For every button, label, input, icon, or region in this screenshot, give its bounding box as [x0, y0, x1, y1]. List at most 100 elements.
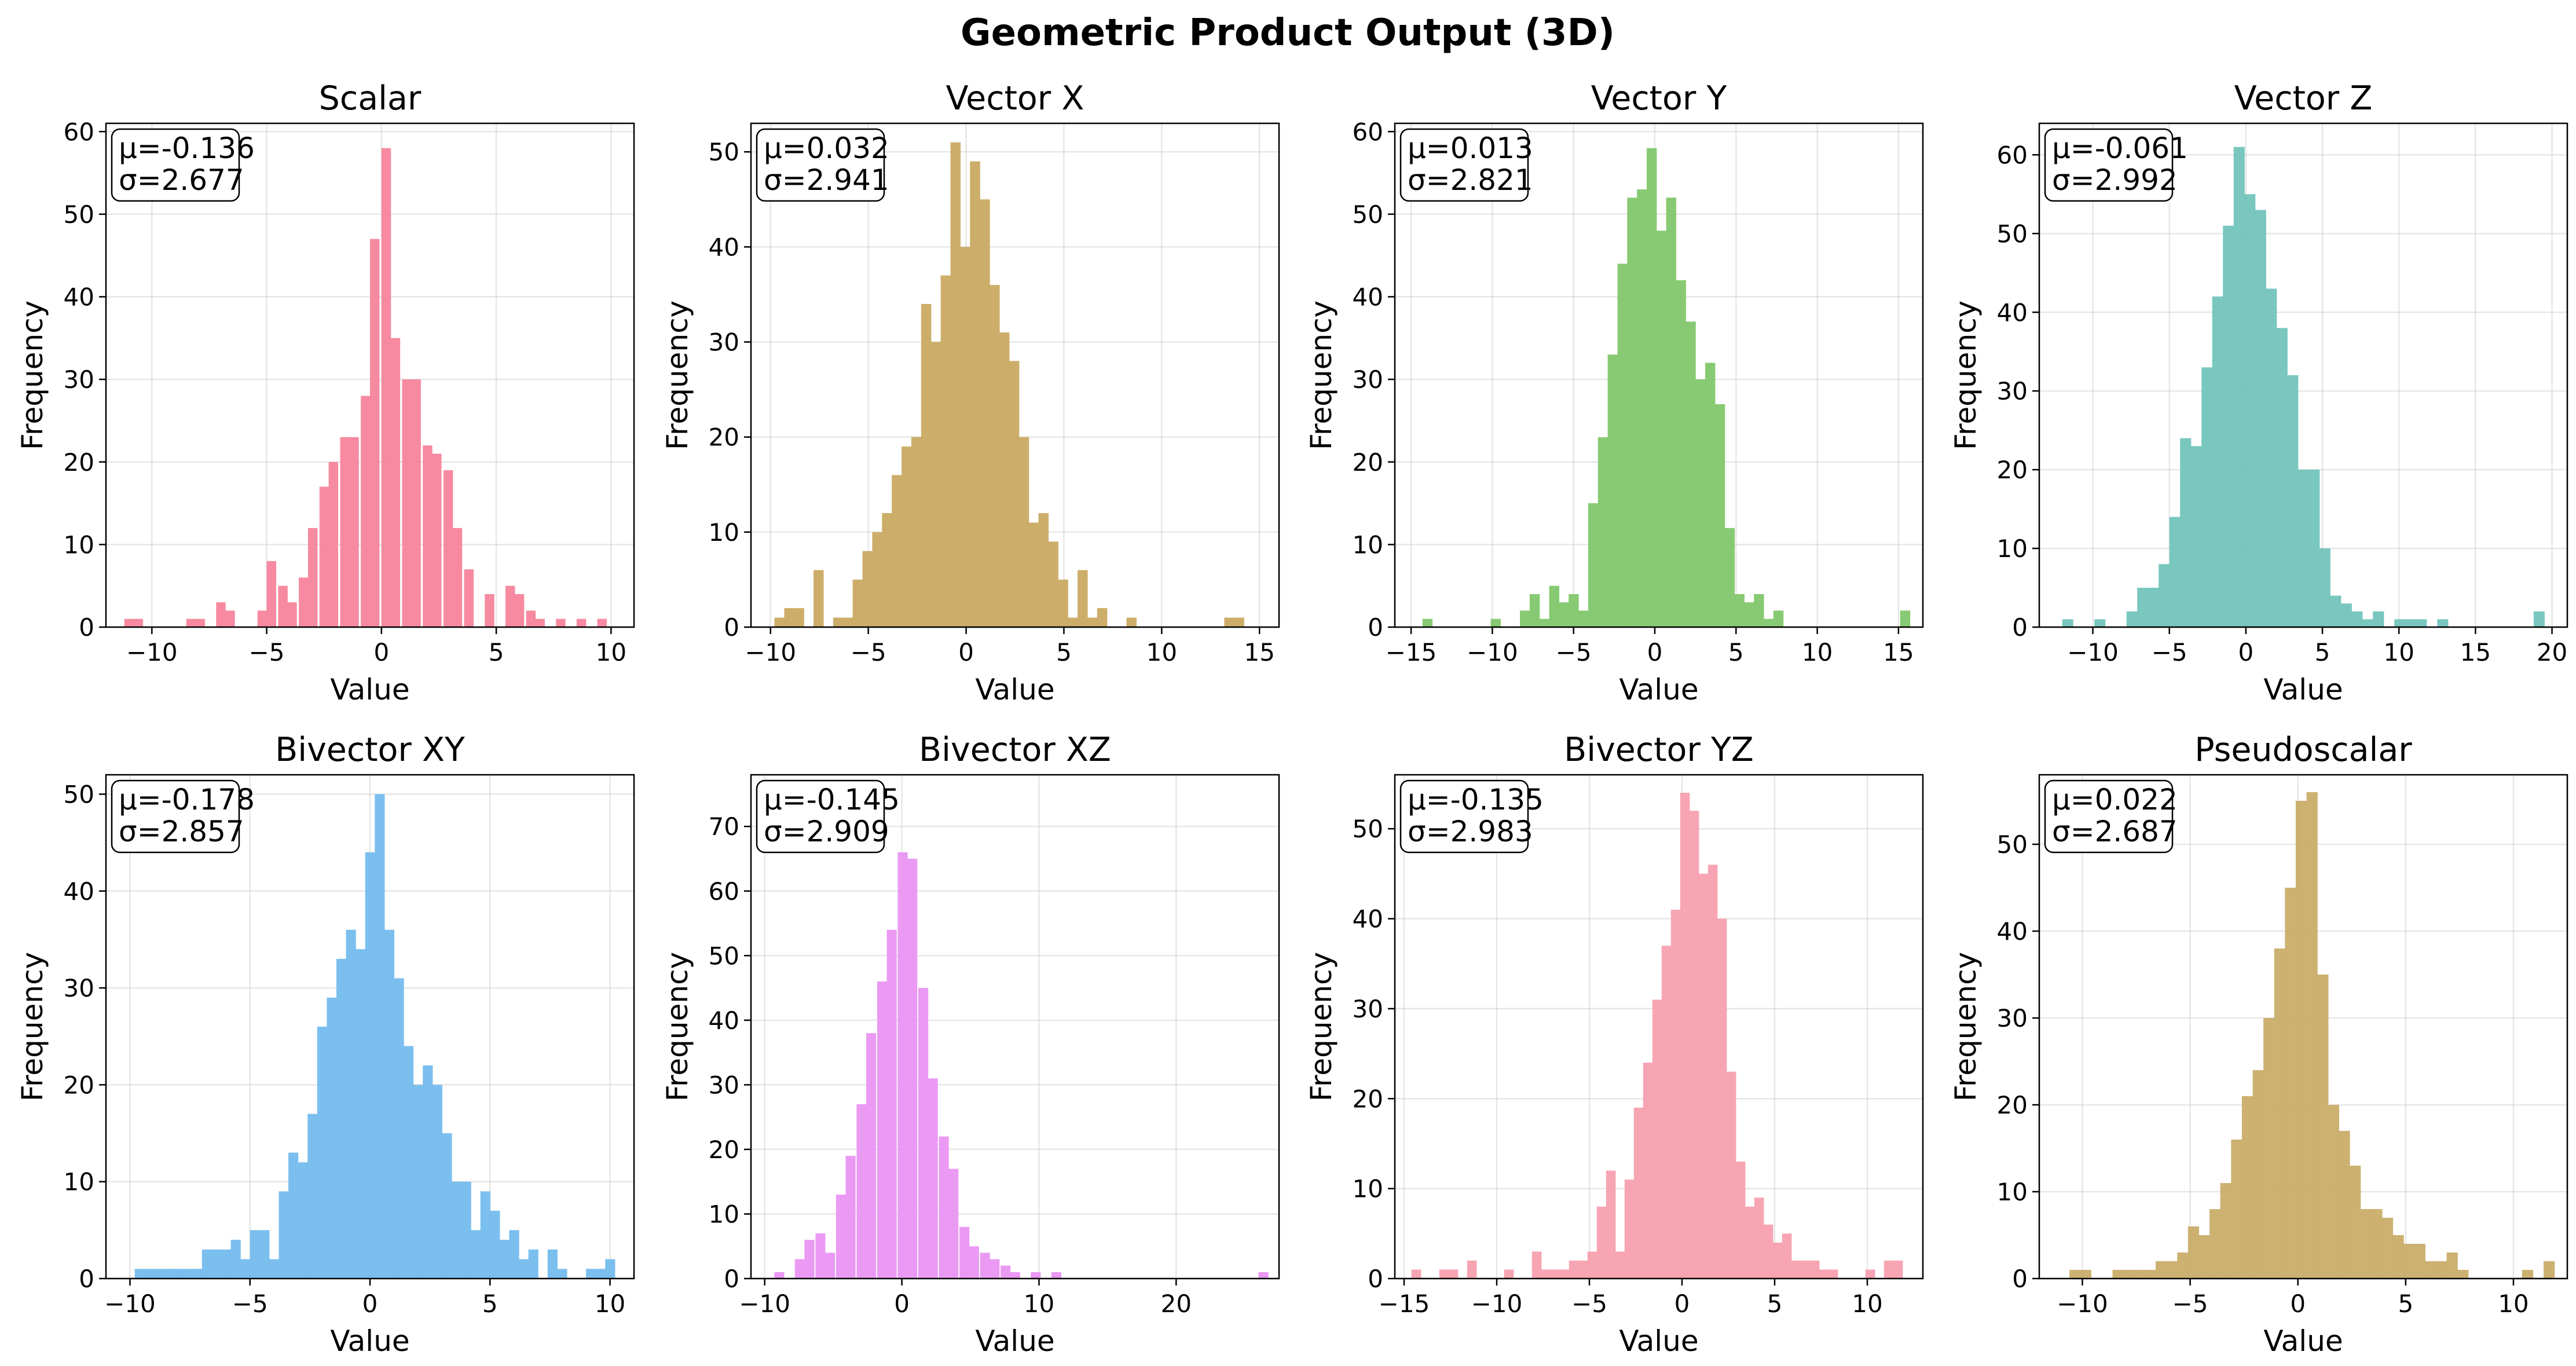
histogram-bar	[1726, 1071, 1736, 1279]
stats-sigma: σ=2.677	[119, 163, 244, 197]
histogram-bar	[999, 332, 1010, 627]
stats-sigma: σ=2.983	[1408, 815, 1533, 848]
histogram-bar	[381, 148, 391, 628]
histogram-bar	[2274, 948, 2285, 1279]
x-axis-label: Value	[2263, 1324, 2343, 1358]
histogram-bar	[1763, 618, 1774, 627]
histogram-bar	[186, 618, 196, 627]
stats-sigma: σ=2.821	[1408, 163, 1533, 197]
histogram-bar	[287, 602, 297, 627]
histogram-bar	[1559, 602, 1569, 627]
histogram-bar	[402, 379, 412, 627]
histogram-bar	[1234, 617, 1244, 627]
stats-mean: μ=-0.145	[764, 783, 900, 816]
x-tick-label: 20	[1161, 1290, 1192, 1318]
x-tick-label: 10	[1146, 638, 1177, 666]
histogram-bar	[1661, 946, 1672, 1279]
histogram-bar	[2263, 1018, 2275, 1279]
histogram-bar	[1569, 1260, 1579, 1279]
y-tick-label: 30	[64, 365, 94, 394]
histogram-bar	[856, 1104, 867, 1279]
histogram-bar	[1773, 610, 1784, 627]
x-tick-label: −10	[1471, 1290, 1523, 1318]
histogram-bar	[2198, 1235, 2210, 1279]
histogram-bar	[814, 570, 824, 627]
histogram-bar	[451, 1181, 462, 1279]
histogram-panel: −10 −5 0 5 10 0 10 20 30 40 50 Pseudoscalar Value Fre…	[1949, 731, 2568, 1358]
histogram-bar	[1031, 1272, 1041, 1279]
histogram-panel: −10 −5 0 5 10 0 10 20 30 40 50 60 Scalar Value Frequen…	[16, 79, 635, 706]
y-tick-label: 0	[79, 613, 94, 642]
histogram-bar	[1448, 1269, 1459, 1279]
y-tick-label: 50	[64, 200, 94, 229]
histogram-bar	[1541, 1269, 1551, 1279]
histogram-bar	[1828, 1269, 1838, 1279]
histogram-bar	[1772, 1242, 1783, 1279]
stats-sigma: σ=2.687	[2052, 815, 2178, 848]
histogram-bar	[1744, 602, 1754, 627]
stats-box	[1399, 128, 1529, 202]
histogram-bar	[1010, 1272, 1020, 1279]
y-tick-label: 60	[1997, 141, 2028, 169]
y-tick-label: 40	[1997, 917, 2028, 946]
histogram-bar	[349, 437, 359, 627]
histogram-bar	[490, 1210, 500, 1279]
histogram-bar	[2212, 296, 2223, 627]
histogram-bar	[307, 528, 318, 627]
histogram-bar	[2123, 1270, 2135, 1279]
x-tick-label: 15	[2460, 638, 2491, 666]
histogram-bar	[2255, 210, 2266, 627]
x-tick-label: 5	[489, 638, 504, 666]
y-tick-label: 30	[1997, 1004, 2028, 1032]
histogram-bar	[1578, 1260, 1588, 1279]
histogram-bar	[153, 1269, 164, 1279]
histogram-bar	[1126, 617, 1137, 627]
y-tick-label: 30	[1997, 377, 2028, 405]
y-tick-label: 10	[1997, 1178, 2028, 1206]
histogram-bar	[1490, 618, 1501, 627]
histogram-bar	[1529, 594, 1540, 627]
histogram-bar	[2308, 470, 2320, 627]
histogram-bar	[2126, 611, 2138, 627]
stats-mean: μ=-0.061	[2052, 131, 2188, 165]
x-tick-label: 5	[1728, 638, 1744, 666]
histogram-bar	[892, 475, 902, 627]
histogram-bar	[2435, 1261, 2447, 1279]
histogram-bar	[269, 1259, 280, 1279]
panel-title: Pseudoscalar	[2194, 731, 2412, 769]
histogram-panel: −10 −5 0 5 10 15 20 0 10 20 30 40 50 60 Vector Z Value F…	[1949, 79, 2568, 706]
histogram-bar	[2362, 619, 2373, 627]
histogram-bar	[2080, 1270, 2091, 1279]
histogram-bar	[586, 1269, 596, 1279]
histogram-bar	[1763, 1224, 1773, 1279]
histogram-bar	[1078, 570, 1088, 627]
axes-frame	[750, 774, 1280, 1280]
histogram-bar	[423, 1065, 433, 1279]
stats-sigma: σ=2.941	[764, 163, 889, 197]
y-tick-label: 20	[64, 448, 94, 477]
histogram-bar	[375, 794, 385, 1279]
histogram-bar	[845, 1156, 856, 1279]
y-axis-label: Frequency	[16, 301, 49, 450]
y-tick-label: 10	[709, 1200, 739, 1228]
y-tick-label: 50	[1997, 830, 2028, 859]
histogram-bar	[1666, 197, 1677, 627]
histogram-bar	[2137, 588, 2149, 627]
y-tick-label: 10	[1353, 1175, 1383, 1203]
histogram-bar	[1001, 1265, 1011, 1279]
y-axis-label: Frequency	[1305, 952, 1338, 1101]
histogram-panel: −15 −10 −5 0 5 10 15 0 10 20 30 40 50 60 Vector Y Value…	[1305, 79, 1924, 706]
histogram-bar	[2437, 619, 2449, 627]
histogram-bar	[842, 617, 853, 627]
y-tick-label: 20	[1997, 1091, 2028, 1119]
histogram-bar	[2339, 1131, 2350, 1279]
x-axis-label: Value	[1619, 1324, 1698, 1358]
histogram-bar	[2244, 194, 2256, 627]
histogram-bar	[423, 445, 433, 627]
histogram-bar	[413, 1085, 423, 1279]
histogram-bar	[1058, 579, 1068, 627]
x-tick-label: 10	[1852, 1290, 1882, 1318]
histogram-bar	[2522, 1270, 2534, 1279]
histogram-bar	[336, 958, 347, 1279]
y-tick-label: 50	[64, 780, 94, 808]
